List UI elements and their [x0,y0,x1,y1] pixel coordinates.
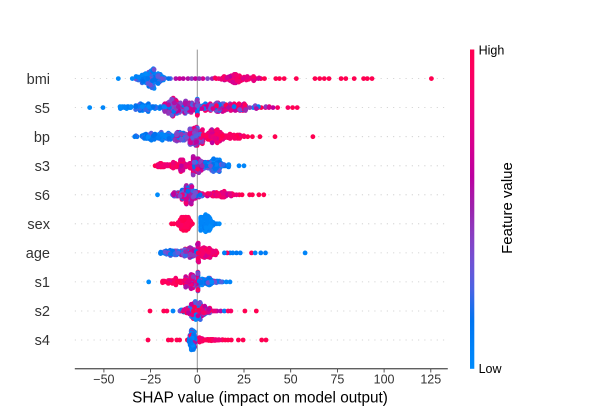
svg-text:s1: s1 [35,275,50,291]
svg-text:bp: bp [34,130,50,146]
svg-text:−25: −25 [140,372,161,386]
svg-text:s3: s3 [35,159,50,175]
svg-text:s5: s5 [35,101,50,117]
svg-text:Feature value: Feature value [499,162,516,254]
svg-text:25: 25 [237,372,251,386]
svg-text:s6: s6 [35,188,50,204]
svg-text:125: 125 [420,372,441,386]
svg-text:sex: sex [27,217,50,233]
svg-text:50: 50 [284,372,298,386]
svg-text:age: age [26,246,50,262]
svg-text:s2: s2 [35,304,50,320]
svg-text:bmi: bmi [27,72,50,88]
svg-text:75: 75 [330,372,344,386]
svg-text:0: 0 [194,372,201,386]
svg-text:Low: Low [479,362,503,376]
svg-text:−50: −50 [93,372,114,386]
svg-text:High: High [479,43,505,57]
svg-text:100: 100 [374,372,395,386]
svg-text:s4: s4 [35,333,50,349]
svg-text:SHAP value (impact on model ou: SHAP value (impact on model output) [132,389,388,406]
